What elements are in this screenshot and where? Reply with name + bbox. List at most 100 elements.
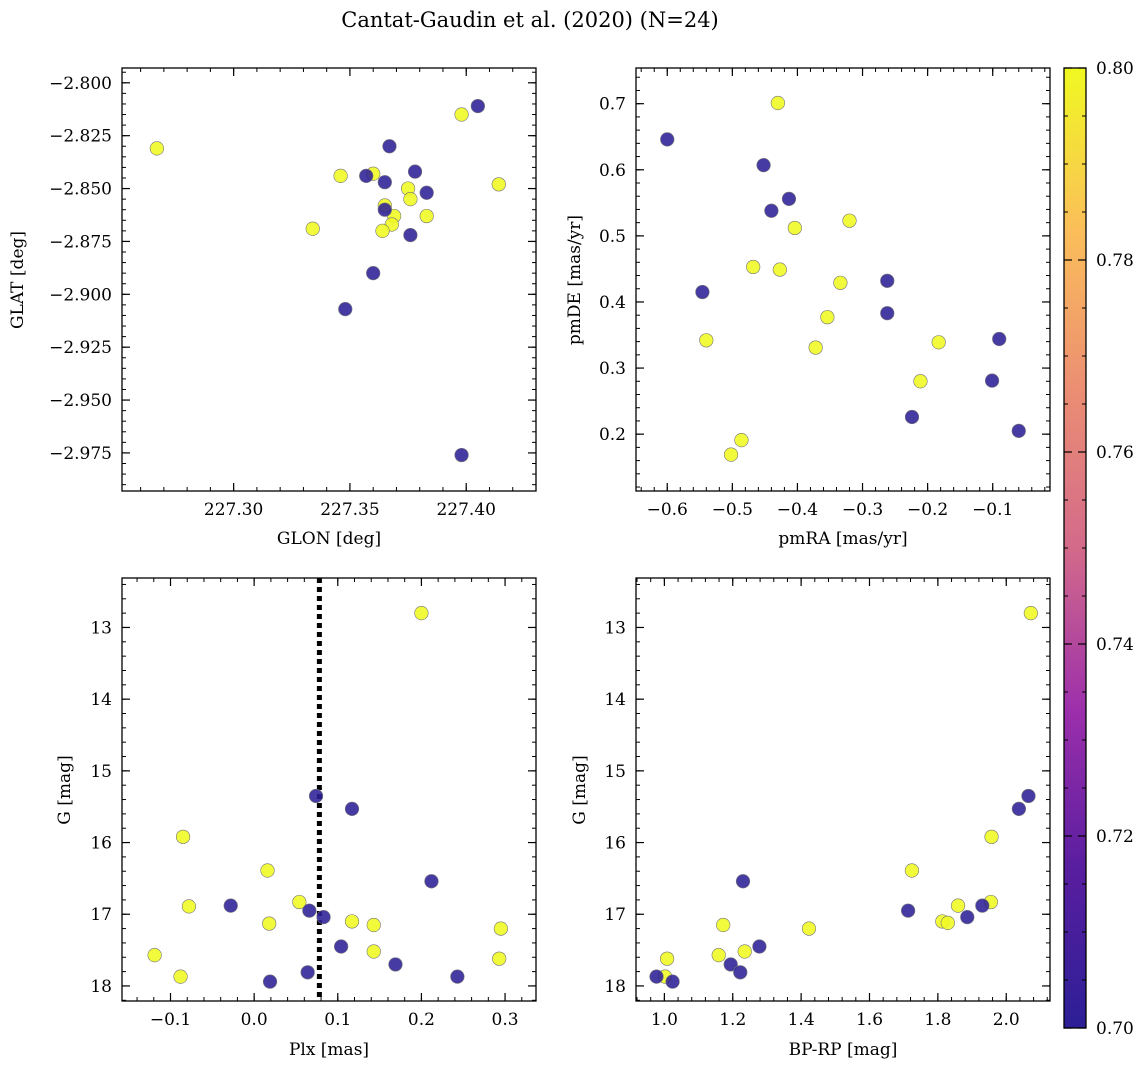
y-axis-label: G [mag] [55, 755, 75, 824]
data-point [880, 273, 895, 288]
colorbar: 0.70 0.72 0.74 0.76 0.78 0.80 [1063, 59, 1134, 1039]
data-point [808, 340, 823, 355]
data-point [950, 898, 966, 913]
x-axis-label: BP-RP [mag] [789, 1040, 898, 1060]
data-point [147, 948, 162, 963]
data-point [470, 98, 485, 114]
x-tick-label: 227.35 [320, 500, 379, 520]
panel-parallax-magnitude: Plx [mas] G [mag] −0.1 0.0 0.1 0.2 0.3 13 14 15… [55, 577, 537, 1060]
data-point [175, 829, 191, 844]
x-axis-label: GLON [deg] [277, 529, 381, 549]
y-tick-label: −2.900 [49, 285, 112, 305]
x-axis-label: pmRA [mas/yr] [778, 529, 907, 549]
data-point [781, 191, 797, 206]
data-point [984, 829, 999, 844]
data-point [975, 898, 990, 913]
data-point [419, 208, 434, 224]
data-point [699, 333, 714, 348]
data-point [733, 965, 748, 980]
y-tick-label: 14 [90, 690, 112, 710]
data-point [772, 262, 787, 277]
data-point [333, 168, 348, 183]
plot-frame [635, 67, 1051, 492]
colorbar-tick-label: 0.72 [1096, 827, 1134, 847]
y-tick-label: −2.800 [49, 74, 112, 94]
y-tick-label: 17 [90, 905, 112, 925]
ticks: −0.6 −0.5 −0.4 −0.3 −0.2 −0.1 0.2 0.3 0.4 0.5 0.6 0… [599, 68, 1050, 520]
y-tick-label: 0.6 [599, 161, 626, 181]
y-tick-label: 16 [90, 834, 112, 854]
y-tick-label: 16 [604, 834, 626, 854]
data-point [262, 916, 277, 931]
y-tick-label: −2.825 [49, 127, 112, 147]
colorbar-tick-label: 0.74 [1096, 635, 1134, 655]
ticks: −0.1 0.0 0.1 0.2 0.3 13 14 15 16 17 18 [90, 578, 536, 1030]
data-point [1011, 423, 1026, 438]
y-tick-label: 0.7 [599, 95, 626, 115]
x-axis-label: Plx [mas] [289, 1040, 369, 1060]
data-point [737, 944, 752, 959]
y-tick-label: 0.3 [599, 359, 626, 379]
data-point [377, 202, 392, 217]
data-point [1011, 801, 1026, 816]
y-tick-label: 13 [90, 618, 112, 638]
data-point [770, 95, 786, 111]
y-tick-label: 0.4 [599, 293, 626, 313]
data-point [302, 903, 317, 918]
data-point [149, 141, 164, 156]
data-point [913, 374, 928, 389]
data-point [414, 606, 429, 621]
data-point [338, 302, 353, 317]
data-point [746, 259, 761, 275]
data-point [649, 969, 664, 984]
data-point [931, 335, 946, 350]
data-point [181, 899, 197, 914]
x-tick-label: −0.6 [647, 500, 688, 520]
ticks: 1.0 1.2 1.4 1.6 1.8 2.0 13 14 15 16 17 18 [604, 578, 1050, 1030]
data-point [377, 175, 392, 190]
data-point [308, 788, 324, 804]
data-point [764, 203, 779, 218]
data-point [735, 874, 751, 889]
data-point [984, 373, 1000, 388]
data-point [454, 107, 469, 122]
data-point [300, 965, 315, 980]
data-point [375, 223, 390, 238]
y-axis-label: GLAT [deg] [8, 231, 28, 329]
data-point [366, 917, 381, 933]
panel-sky-position: GLON [deg] GLAT [deg] 227.30 227.35 227.40… [8, 67, 537, 549]
data-point [842, 213, 857, 228]
data-point [223, 898, 238, 913]
data-point [901, 903, 916, 918]
x-tick-label: 1.0 [651, 1010, 678, 1030]
data-points [649, 606, 1038, 989]
data-points [147, 606, 508, 989]
data-point [711, 948, 726, 963]
ticks: 227.30 227.35 227.40 −2.800 −2.825 −2.850 −2.8… [49, 68, 537, 520]
data-point [660, 951, 675, 966]
y-tick-label: 15 [90, 762, 112, 782]
data-point [801, 921, 817, 936]
data-point [388, 957, 403, 972]
data-point [660, 132, 675, 147]
data-point [493, 921, 508, 936]
x-tick-label: 1.8 [924, 1010, 951, 1030]
y-tick-label: 17 [604, 905, 626, 925]
data-point [403, 227, 418, 243]
data-point [366, 266, 381, 281]
y-tick-label: 18 [604, 977, 626, 997]
x-tick-label: −0.4 [777, 500, 818, 520]
data-point [359, 168, 374, 183]
x-tick-label: 1.2 [719, 1010, 746, 1030]
x-tick-label: 227.40 [436, 500, 495, 520]
plot-frame [121, 67, 537, 492]
data-point [833, 275, 848, 290]
data-point [407, 164, 423, 179]
y-tick-label: 18 [90, 977, 112, 997]
y-tick-label: 15 [604, 762, 626, 782]
colorbar-tick-label: 0.70 [1096, 1019, 1134, 1039]
x-tick-label: −0.3 [842, 500, 883, 520]
data-point [491, 177, 506, 192]
data-point [716, 917, 731, 933]
data-point [454, 447, 469, 463]
